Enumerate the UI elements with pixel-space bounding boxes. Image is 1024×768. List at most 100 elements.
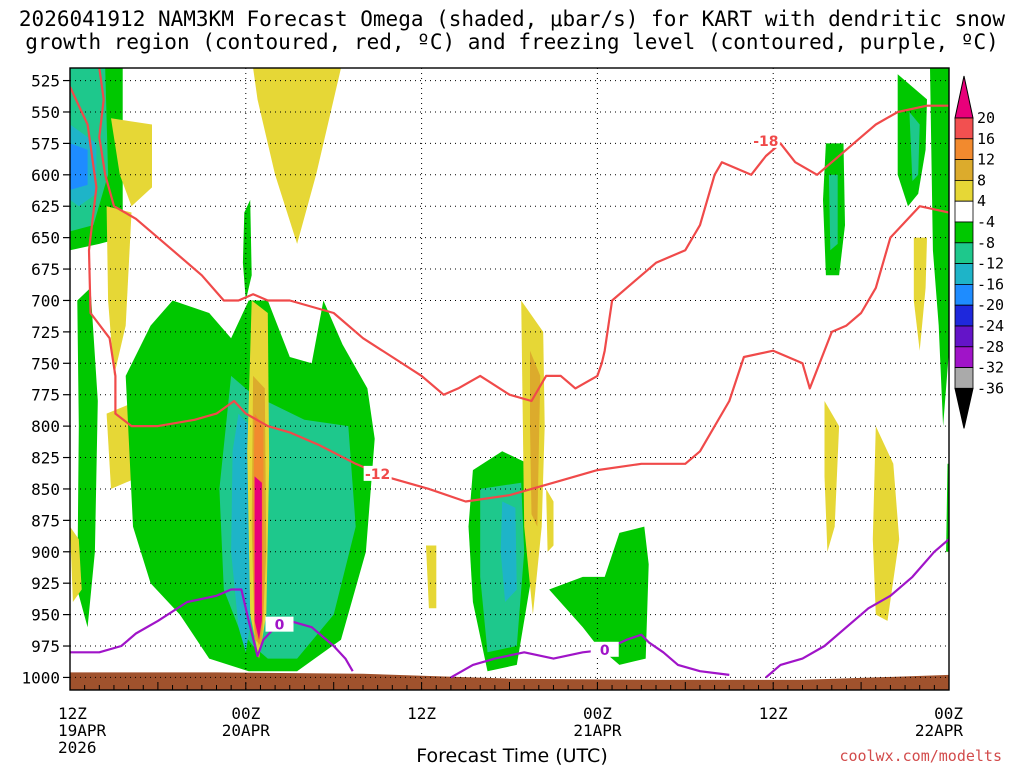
colorbar-label: -4 [977,213,995,231]
omega-region-32 [824,401,840,552]
chart-title-line-2: growth region (contoured, red, ºC) and f… [25,30,999,54]
colorbar-swatch [954,325,974,348]
omega-region-22 [530,350,541,527]
colorbar-swatch [954,179,974,202]
colorbar-swatch [954,367,974,389]
freezing-level-0-c-line [765,538,949,679]
x-tick-label: 12Z [759,704,788,723]
colorbar-swatch [954,159,974,181]
x-tick-label: 21APR [573,721,622,740]
y-tick-label: 975 [31,637,60,656]
y-tick-label: 875 [31,511,60,530]
colorbar-swatch [954,283,974,306]
plot-frame [69,67,950,691]
omega-region-33 [872,426,900,621]
omega-region-5 [111,118,152,207]
terrain [70,672,949,690]
dgz-minus-18-label: -18 [753,134,778,150]
y-tick-label: 650 [31,229,60,248]
colorbar-label: -12 [977,255,1004,273]
y-tick-label: 625 [31,197,60,216]
omega-region-30 [909,112,920,182]
colorbar-label: -8 [977,234,995,252]
colorbar-label: 16 [977,130,995,148]
colorbar-label: -16 [977,275,1004,293]
dgz-minus-12-label-bg [363,465,392,481]
colorbar-swatch [954,263,974,285]
x-tick-label: 22APR [915,721,964,740]
freezing-level-0-b-label-bg [590,641,619,657]
y-tick-label: 700 [31,291,60,310]
colorbar-label: 20 [977,109,995,127]
colorbar-bottom-arrow [954,387,974,429]
y-tick-label: 900 [31,543,60,562]
terrain-fill [70,672,949,690]
colorbar-swatch [954,304,974,327]
omega-region-4 [253,68,341,244]
x-tick-label: 20APR [222,721,271,740]
omega-region-31 [913,237,927,351]
omega-region-24 [426,545,437,609]
colorbar-swatch [954,138,974,161]
omega-region-34 [946,463,949,552]
omega-region-7 [77,287,98,628]
colorbar-top-arrow [954,75,974,119]
colorbar-label: 4 [977,192,986,210]
y-tick-label: 1000 [21,668,60,687]
x-tick-label: 19APR [58,721,107,740]
colorbar-swatch [954,117,974,140]
y-tick-label: 750 [31,354,60,373]
y-tick-label: 675 [31,260,60,279]
y-axis: 525 550 575 600 625 650 675 700 725 750 775 800 825 8… [21,72,70,687]
omega-region-25 [549,526,649,665]
chart-title-line-1: 2026041912 NAM3KM Forecast Omega (shaded… [18,7,1006,31]
omega-region-29 [930,68,949,427]
colorbar-swatch [954,200,974,223]
freezing-level-0-b-label: 0 [600,643,610,659]
colorbar-label: -20 [977,296,1004,314]
credit-text[interactable]: coolwx.com/modelts [839,747,1002,765]
colorbar-swatch [954,242,974,265]
y-tick-label: 850 [31,480,60,499]
dgz-minus-18-line [98,68,949,403]
y-tick-label: 775 [31,386,60,405]
dgz-minus-12-line [70,86,949,503]
dgz-minus-18-label-bg [751,132,780,148]
omega-region-3 [70,143,88,190]
colorbar-label: 12 [977,151,995,169]
x-tick-label: 12Z [407,704,436,723]
omega-region-8 [70,526,82,602]
colorbar-label: 8 [977,171,986,189]
y-tick-label: 825 [31,449,60,468]
y-tick-label: 600 [31,166,60,185]
y-tick-label: 950 [31,606,60,625]
omega-region-17 [242,199,252,301]
x-tick-label: 00Z [934,704,963,723]
omega-region-16 [254,476,262,640]
x-axis-title: Forecast Time (UTC) [416,745,608,767]
y-tick-label: 800 [31,417,60,436]
colorbar-label: -28 [977,338,1004,356]
x-tick-label: 12Z [58,704,87,723]
y-tick-label: 525 [31,72,60,91]
omega-region-6 [106,206,132,376]
contours: -12 -18 0 0 [70,68,949,679]
colorbar-label: -24 [977,317,1004,335]
dgz-minus-12-label: -12 [365,467,390,483]
omega-region-27 [828,174,838,251]
freezing-level-0-line [70,588,354,672]
y-tick-label: 725 [31,323,60,342]
x-tick-label: 00Z [231,704,260,723]
y-tick-label: 550 [31,103,60,122]
x-tick-label: 00Z [583,704,612,723]
y-tick-label: 925 [31,574,60,593]
colorbar-label: -32 [977,359,1004,377]
freezing-level-0-label-bg [265,616,294,632]
colorbar-swatch [954,346,974,368]
colorbar: 20 16 12 8 4 -4 -8 -12 -16 -20 -24 -28 -32 -36 [954,75,1004,429]
x-tick-label: 2026 [58,738,97,757]
omega-region-20 [500,501,517,602]
y-tick-label: 575 [31,134,60,153]
